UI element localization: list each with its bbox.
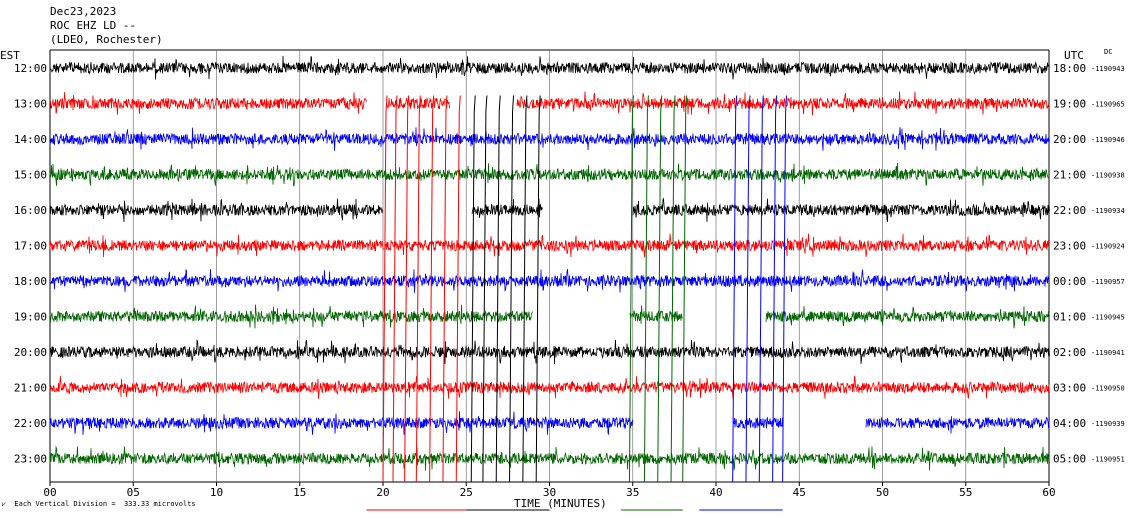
event-spike [732,95,738,483]
x-tick-label: 40 [709,486,722,499]
event-spike [495,95,501,483]
event-spike [628,95,634,483]
event-spike [455,95,461,483]
event-spike [657,95,663,483]
x-tick-label: 35 [626,486,639,499]
dc-offset-label: -1190943 [1091,65,1125,73]
trace-line [49,375,1050,400]
est-hour-label: 22:00 [14,417,47,430]
event-spike [470,95,476,483]
est-hour-label: 21:00 [14,382,47,395]
dc-offset-label: -1190941 [1091,349,1125,357]
x-tick-label: 45 [793,486,806,499]
event-spike [643,95,649,483]
trace-line [49,91,1050,116]
x-tick-label: 25 [460,486,473,499]
utc-hour-label: 18:00 [1053,62,1086,75]
event-spike [745,95,751,483]
utc-label: UTC [1064,49,1084,62]
event-spike [758,95,764,483]
event-spike [415,95,421,483]
trace-line [49,162,1050,187]
est-hour-label: 12:00 [14,62,47,75]
dc-offset-label: -1190950 [1091,385,1125,393]
x-tick-label: 15 [293,486,306,499]
utc-hour-label: 21:00 [1053,169,1086,182]
event-spike [522,95,528,483]
event-spike [509,95,515,483]
dc-label: DC [1104,48,1113,56]
dc-offset-label: -1190939 [1091,420,1125,428]
station-network: (LDEO, Rochester) [50,33,163,46]
x-tick-label: 55 [959,486,972,499]
trace-line [49,304,1050,329]
est-label: EST [0,49,20,62]
scale-note-row: ⩗ Each Vertical Division = 333.33 microv… [2,500,196,509]
utc-hour-label: 19:00 [1053,98,1086,111]
event-spike [682,95,688,483]
trace-line [49,197,1050,223]
x-tick-label: 50 [876,486,889,499]
x-tick-label: 00 [43,486,56,499]
event-spike [772,95,778,483]
dc-offset-label: -1190957 [1091,278,1125,286]
est-hour-label: 18:00 [14,275,47,288]
est-hour-label: 14:00 [14,133,47,146]
dc-offset-label: -1190924 [1091,243,1125,251]
dc-offset-label: -1190945 [1091,314,1125,322]
event-spike [535,95,541,483]
event-spike [482,95,488,483]
dc-offset-label: -1190934 [1091,207,1125,215]
utc-hour-label: 23:00 [1053,240,1086,253]
est-hour-label: 16:00 [14,204,47,217]
dc-offset-label: -1190965 [1091,101,1125,109]
event-spike [429,95,435,483]
event-spike [404,95,410,483]
utc-hour-label: 02:00 [1053,346,1086,359]
utc-hour-label: 20:00 [1053,133,1086,146]
x-tick-label: 10 [210,486,223,499]
est-hour-label: 15:00 [14,169,47,182]
utc-hour-label: 04:00 [1053,417,1086,430]
est-hour-label: 17:00 [14,240,47,253]
est-hour-label: 20:00 [14,346,47,359]
trace-line [49,339,1050,365]
event-spike [782,95,788,483]
trace-line [49,127,1050,151]
x-tick-label: 20 [376,486,389,499]
scale-note: Each Vertical Division = 333.33 microvol… [14,500,196,508]
x-axis-label: TIME (MINUTES) [514,497,607,510]
event-spike [670,95,676,483]
scale-mark-icon: ⩗ [2,500,6,508]
est-hour-label: 23:00 [14,453,47,466]
dc-offset-label: -1190951 [1091,456,1125,464]
dc-offset-label: -1190938 [1091,172,1125,180]
event-spike [442,95,448,483]
x-tick-label: 30 [543,486,556,499]
station-code: ROC EHZ LD -- [50,19,137,32]
event-spike [382,95,388,483]
trace-line [49,55,1050,80]
utc-hour-label: 05:00 [1053,453,1086,466]
event-spike [392,95,398,483]
utc-hour-label: 01:00 [1053,311,1086,324]
dc-offset-label: -1190946 [1091,136,1125,144]
utc-hour-label: 00:00 [1053,275,1086,288]
trace-line [49,268,1050,293]
trace-line [49,411,1050,435]
utc-hour-label: 03:00 [1053,382,1086,395]
trace-line [49,445,1050,471]
record-date: Dec23,2023 [50,5,117,18]
est-hour-label: 13:00 [14,98,47,111]
x-tick-label: 60 [1042,486,1055,499]
trace-line [49,233,1050,258]
x-tick-label: 05 [127,486,140,499]
est-hour-label: 19:00 [14,311,47,324]
utc-hour-label: 22:00 [1053,204,1086,217]
